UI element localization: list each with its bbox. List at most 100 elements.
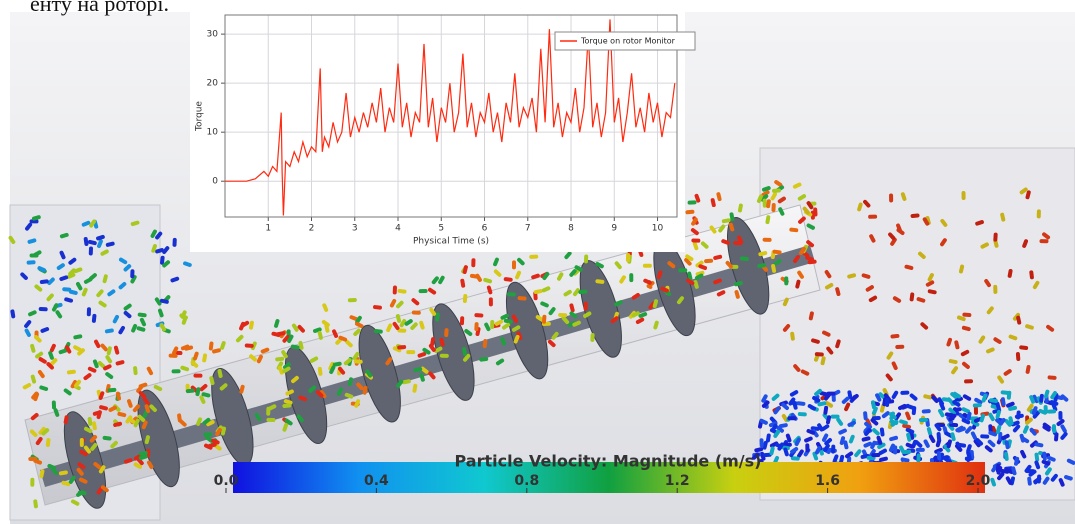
particle — [529, 255, 538, 259]
particle — [889, 193, 893, 202]
particle — [759, 438, 763, 447]
particle — [406, 350, 415, 354]
particle — [266, 418, 275, 422]
particle — [89, 246, 93, 255]
particle — [868, 215, 877, 219]
particle — [471, 258, 475, 267]
particle — [584, 254, 588, 263]
particle — [87, 307, 91, 316]
y-tick-label: 20 — [207, 79, 219, 89]
particle — [815, 352, 824, 357]
particle — [168, 353, 177, 358]
particle — [771, 203, 775, 212]
particle — [52, 400, 56, 409]
x-tick-label: 4 — [395, 224, 401, 234]
screenshot: енту на роторі. 010203012345678910Physic… — [0, 0, 1075, 524]
particle — [444, 328, 449, 337]
caption: енту на роторі. — [30, 0, 169, 16]
particle — [643, 264, 652, 268]
particle — [962, 312, 971, 317]
particle — [831, 445, 835, 454]
particle — [590, 333, 594, 342]
particle — [895, 345, 904, 350]
x-tick-label: 2 — [309, 224, 315, 234]
particle — [80, 438, 84, 447]
x-tick-label: 3 — [352, 224, 358, 234]
particle — [916, 448, 925, 452]
colorbar-tick-label: 1.2 — [665, 473, 690, 489]
particle — [787, 416, 796, 420]
particle — [691, 238, 700, 242]
particle — [578, 290, 587, 295]
particle — [348, 298, 357, 303]
colorbar-tick-label: 0.8 — [514, 473, 539, 489]
particle — [893, 445, 897, 454]
x-axis-label: Physical Time (s) — [413, 237, 489, 247]
particle — [490, 320, 494, 329]
particle — [419, 289, 428, 293]
particle — [474, 313, 483, 318]
particle — [916, 453, 920, 462]
particle — [30, 253, 39, 257]
x-tick-label: 7 — [525, 224, 531, 234]
particle — [964, 379, 973, 383]
particle — [203, 432, 212, 436]
page: енту на роторі. 010203012345678910Physic… — [0, 0, 1075, 524]
particle — [980, 434, 989, 439]
particle — [186, 389, 195, 394]
particle — [1026, 469, 1035, 473]
particle — [784, 276, 788, 285]
particle — [440, 354, 449, 358]
x-tick-label: 6 — [482, 224, 488, 234]
particle — [704, 259, 713, 264]
particle — [763, 238, 772, 242]
particle — [1039, 239, 1048, 243]
particle — [1052, 424, 1056, 433]
x-tick-label: 8 — [568, 224, 574, 234]
particle — [1058, 411, 1062, 420]
particle — [993, 232, 998, 241]
particle — [463, 294, 468, 303]
particle — [507, 292, 516, 296]
colorbar-title: Particle Velocity: Magnitude (m/s) — [455, 452, 762, 471]
particle — [805, 443, 809, 452]
particle — [28, 457, 37, 461]
particle — [193, 374, 202, 378]
particle — [973, 403, 982, 408]
particle — [1016, 352, 1021, 361]
particle — [629, 273, 633, 282]
particle — [489, 297, 493, 306]
particle — [626, 253, 630, 262]
y-axis-label: Torque — [195, 101, 205, 132]
particle — [412, 310, 421, 314]
x-tick-label: 5 — [438, 224, 444, 234]
y-tick-label: 0 — [212, 177, 218, 187]
particle — [512, 260, 516, 269]
colorbar-tick-label: 2.0 — [966, 473, 991, 489]
particle — [900, 391, 909, 395]
particle — [961, 191, 965, 200]
particle — [172, 369, 181, 373]
particle — [584, 302, 588, 311]
x-tick-label: 10 — [652, 224, 664, 234]
particle — [871, 453, 880, 457]
particle — [798, 412, 807, 416]
particle — [1047, 409, 1056, 413]
particle — [678, 268, 687, 272]
particle — [354, 359, 363, 364]
particle — [39, 307, 48, 312]
particle — [130, 269, 134, 278]
particle — [1037, 209, 1041, 218]
particle — [172, 238, 176, 247]
particle — [393, 285, 397, 294]
particle — [993, 285, 997, 294]
colorbar-tick-label: 1.6 — [815, 473, 840, 489]
particle — [937, 451, 942, 460]
colorbar-tick-label: 0.0 — [214, 473, 239, 489]
particle — [687, 200, 696, 204]
particle — [558, 313, 567, 317]
colorbar-tick-label: 0.4 — [364, 473, 389, 489]
particle — [30, 478, 34, 487]
particle — [26, 260, 35, 265]
particle — [474, 322, 478, 331]
